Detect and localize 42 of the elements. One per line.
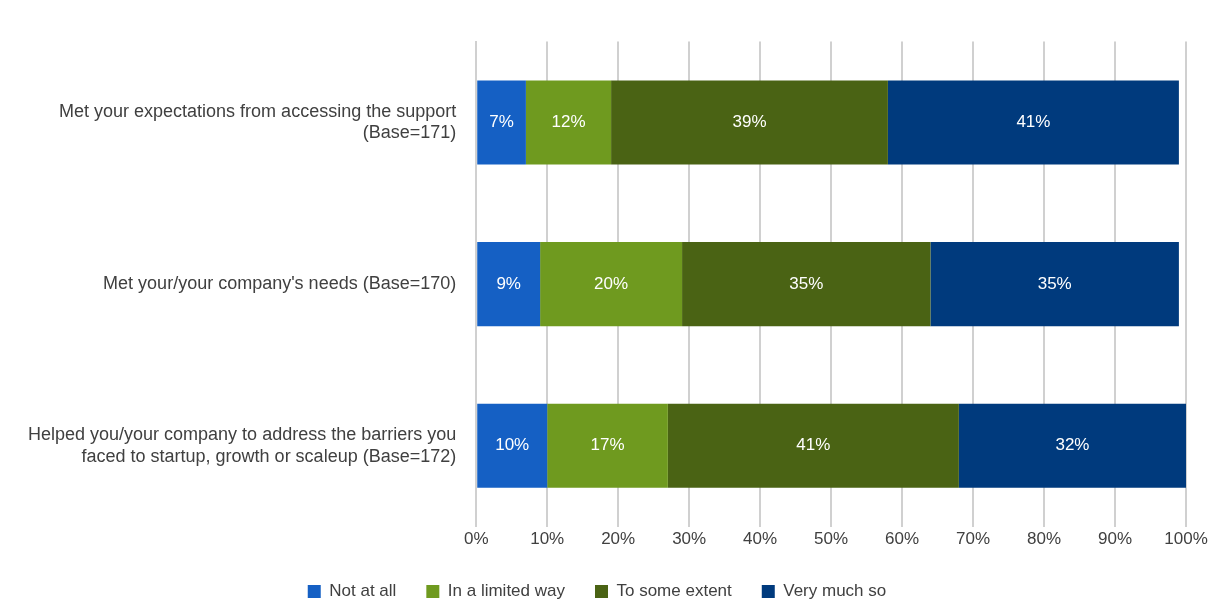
x-tick-label: 10% (530, 529, 565, 549)
data-label: 12% (551, 112, 586, 132)
data-label: 20% (594, 273, 629, 293)
bar (547, 403, 668, 488)
data-label: 41% (1016, 112, 1051, 132)
bar (477, 242, 541, 327)
y-tick-label: Helped you/your company to address the barriers you faced to startup, growth or scaleup (Base=172) (28, 423, 457, 466)
data-label: 35% (789, 273, 824, 293)
data-label: 32% (1055, 435, 1090, 455)
x-tick-label: 0% (463, 529, 489, 549)
y-tick-label: Met your expectations from accessing the support (Base=171) (59, 100, 457, 143)
legend-label: To some extent (616, 581, 733, 601)
x-tick-label: 50% (814, 529, 849, 549)
bar (682, 242, 931, 327)
legend-label: Not at all (329, 581, 397, 601)
x-tick-label: 80% (1027, 529, 1062, 549)
bar (477, 80, 526, 165)
bar (611, 80, 888, 165)
data-label: 35% (1037, 273, 1072, 293)
x-tick-label: 40% (743, 529, 778, 549)
legend-label: In a limited way (447, 581, 566, 601)
bar (477, 403, 548, 488)
x-tick-label: 70% (956, 529, 991, 549)
x-tick-label: 100% (1164, 529, 1208, 549)
x-tick-label: 90% (1098, 529, 1133, 549)
bar (540, 242, 683, 327)
x-tick-label: 60% (885, 529, 920, 549)
bar (887, 80, 1179, 165)
y-tick-label: Met your/your company's needs (Base=170) (103, 273, 457, 294)
data-label: 9% (496, 273, 521, 293)
data-label: 41% (796, 435, 831, 455)
data-label: 7% (489, 112, 514, 132)
bar (930, 242, 1179, 327)
data-label: 39% (732, 112, 767, 132)
bar (525, 80, 612, 165)
data-label: 17% (590, 435, 625, 455)
x-tick-label: 20% (601, 529, 636, 549)
bar (958, 403, 1186, 488)
data-label: 10% (495, 435, 530, 455)
x-tick-label: 30% (672, 529, 707, 549)
bar (667, 403, 959, 488)
legend-label: Very much so (783, 581, 887, 601)
